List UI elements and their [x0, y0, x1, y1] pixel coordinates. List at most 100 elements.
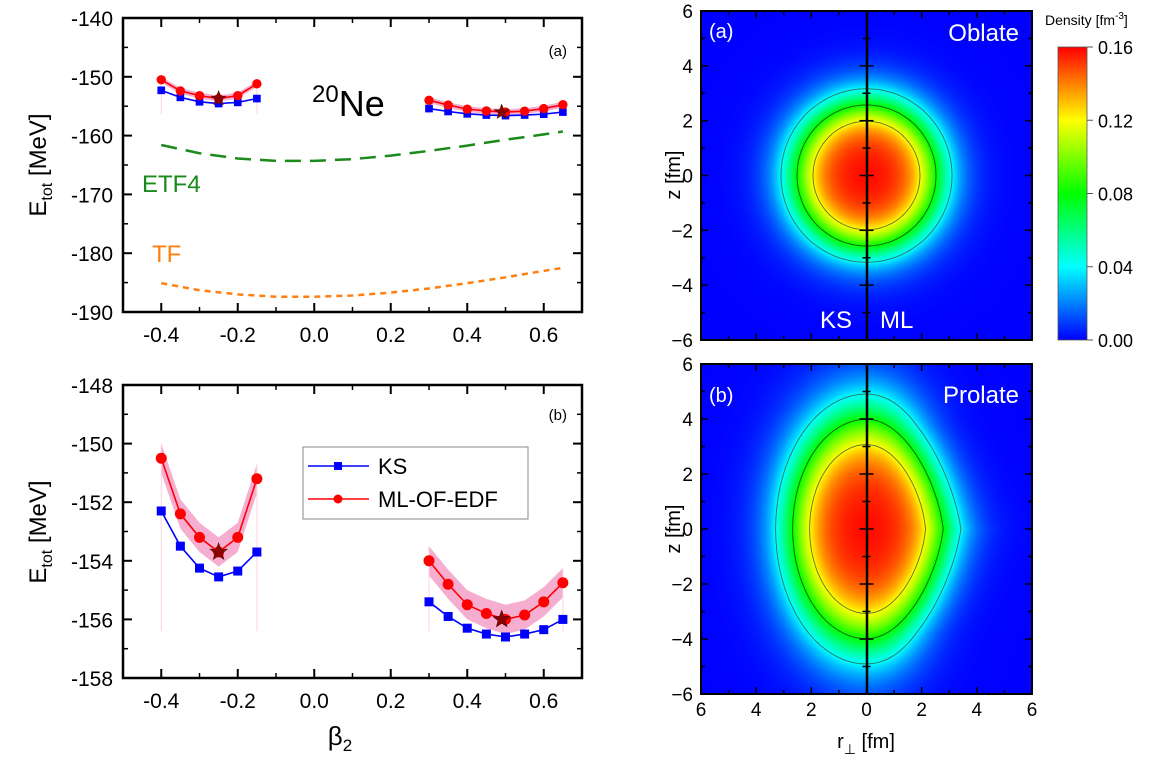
ml-point: [480, 608, 492, 620]
ml-point: [252, 79, 262, 89]
x-tick-label: 0.4: [453, 324, 483, 347]
ml-point: [558, 100, 568, 110]
colorbar-tick-label: 0.12: [1098, 111, 1133, 131]
x-axis-label: β2: [328, 721, 352, 755]
panel-label: (b): [709, 385, 733, 407]
legend: KS ML-OF-EDF: [302, 446, 529, 520]
y-tick-label: -140: [71, 8, 113, 31]
x-tick-label: 0.2: [376, 324, 405, 347]
y-tick-label: -150: [71, 434, 113, 457]
ks-point: [501, 632, 510, 642]
y-axis-label: z [fm]: [663, 505, 685, 554]
x-tick-label: 0.0: [300, 324, 329, 347]
ml-point: [519, 609, 531, 621]
ml-point: [174, 508, 186, 520]
ks-point: [233, 566, 243, 576]
ml-point: [233, 90, 243, 101]
y-tick-label: −4: [671, 276, 693, 297]
x-tick-label: 6: [696, 700, 707, 721]
ml-point: [461, 599, 473, 611]
y-axis-label: Etot [MeV]: [25, 113, 56, 216]
x-tick-label: 0.4: [453, 690, 483, 713]
ks-point: [481, 629, 491, 639]
ks-point: [424, 597, 434, 607]
y-tick-label: -152: [71, 492, 113, 515]
density-contour: [780, 88, 867, 263]
ml-point: [194, 531, 205, 543]
tf-line: [161, 266, 564, 298]
ml-point: [423, 555, 435, 567]
ks-point: [214, 99, 223, 108]
x-tick-label: 2: [806, 700, 817, 721]
ks-point: [156, 506, 166, 516]
etf4-line: [160, 130, 564, 163]
ml-point: [251, 473, 263, 485]
colorbar: Density [fm-3] 0.00 0.04 0.08 0.12 0.16: [1045, 11, 1133, 351]
plot-frame: [121, 16, 584, 314]
ml-side-label: ML: [880, 307, 913, 334]
y-tick-label: -154: [71, 551, 113, 574]
y-tick-label: 2: [682, 465, 693, 486]
ml-point: [175, 86, 186, 96]
y-tick-label: −2: [671, 221, 693, 242]
panel-label: (b): [549, 407, 567, 424]
x-axis-label: r⊥ [fm]: [837, 731, 895, 757]
ks-point: [520, 629, 530, 639]
legend-ks-marker: [334, 462, 342, 470]
ks-side-label: KS: [820, 307, 852, 334]
y-tick-label: -150: [71, 67, 113, 90]
density-contour: [866, 104, 937, 247]
minimum-star: [493, 103, 510, 120]
x-tick-label: -0.4: [143, 324, 180, 347]
uncertainty-band: [161, 76, 257, 102]
ml-point: [557, 577, 569, 589]
y-axis-label: z [fm]: [663, 151, 685, 200]
y-tick-label: 0: [682, 520, 693, 541]
colorbar-title: Density [fm-3]: [1045, 11, 1128, 28]
ml-point: [232, 531, 244, 543]
y-tick-label: -180: [71, 243, 113, 266]
ml-point: [443, 100, 453, 110]
x-tick-label: 0: [861, 700, 872, 721]
y-tick-label: -190: [71, 302, 113, 325]
density-contour: [809, 444, 867, 614]
ml-point: [462, 104, 472, 114]
x-tick-label: 4: [972, 700, 983, 721]
ml-point: [424, 95, 434, 105]
ml-point: [538, 596, 550, 608]
y-axis-label: Etot [MeV]: [25, 480, 56, 583]
ml-point: [194, 90, 205, 101]
ml-point: [156, 75, 166, 85]
ks-point: [214, 572, 224, 582]
y-tick-label: 4: [682, 410, 693, 431]
ks-point: [539, 625, 549, 635]
shape-label: Prolate: [943, 382, 1019, 409]
ks-point: [176, 93, 185, 102]
x-tick-label: -0.2: [220, 324, 256, 347]
density-contour: [866, 444, 927, 614]
y-tick-label: -156: [71, 609, 113, 632]
legend-ks-label: KS: [378, 454, 407, 479]
nucleus-label: 20Ne: [312, 81, 385, 124]
etf4-label: ETF4: [142, 171, 201, 198]
legend-ml-marker: [333, 494, 343, 504]
legend-ml-label: ML-OF-EDF: [378, 487, 498, 512]
ks-point: [252, 547, 262, 557]
colorbar-tick-label: 0.00: [1098, 331, 1133, 351]
panel-label: (a): [709, 21, 733, 43]
shape-label: Oblate: [948, 20, 1019, 47]
y-tick-label: −4: [671, 630, 693, 651]
density-contour: [866, 120, 921, 231]
x-tick-label: -0.4: [143, 690, 180, 713]
x-tick-label: 4: [751, 700, 762, 721]
density-contour: [796, 104, 867, 247]
ml-point: [442, 578, 454, 590]
ml-point: [519, 106, 530, 116]
panel-label: (a): [549, 43, 567, 60]
ml-point: [155, 452, 167, 464]
y-tick-label: -148: [71, 375, 113, 398]
minimum-star: [492, 609, 511, 628]
y-tick-label: 6: [682, 355, 693, 376]
y-tick-label: -170: [71, 184, 113, 207]
